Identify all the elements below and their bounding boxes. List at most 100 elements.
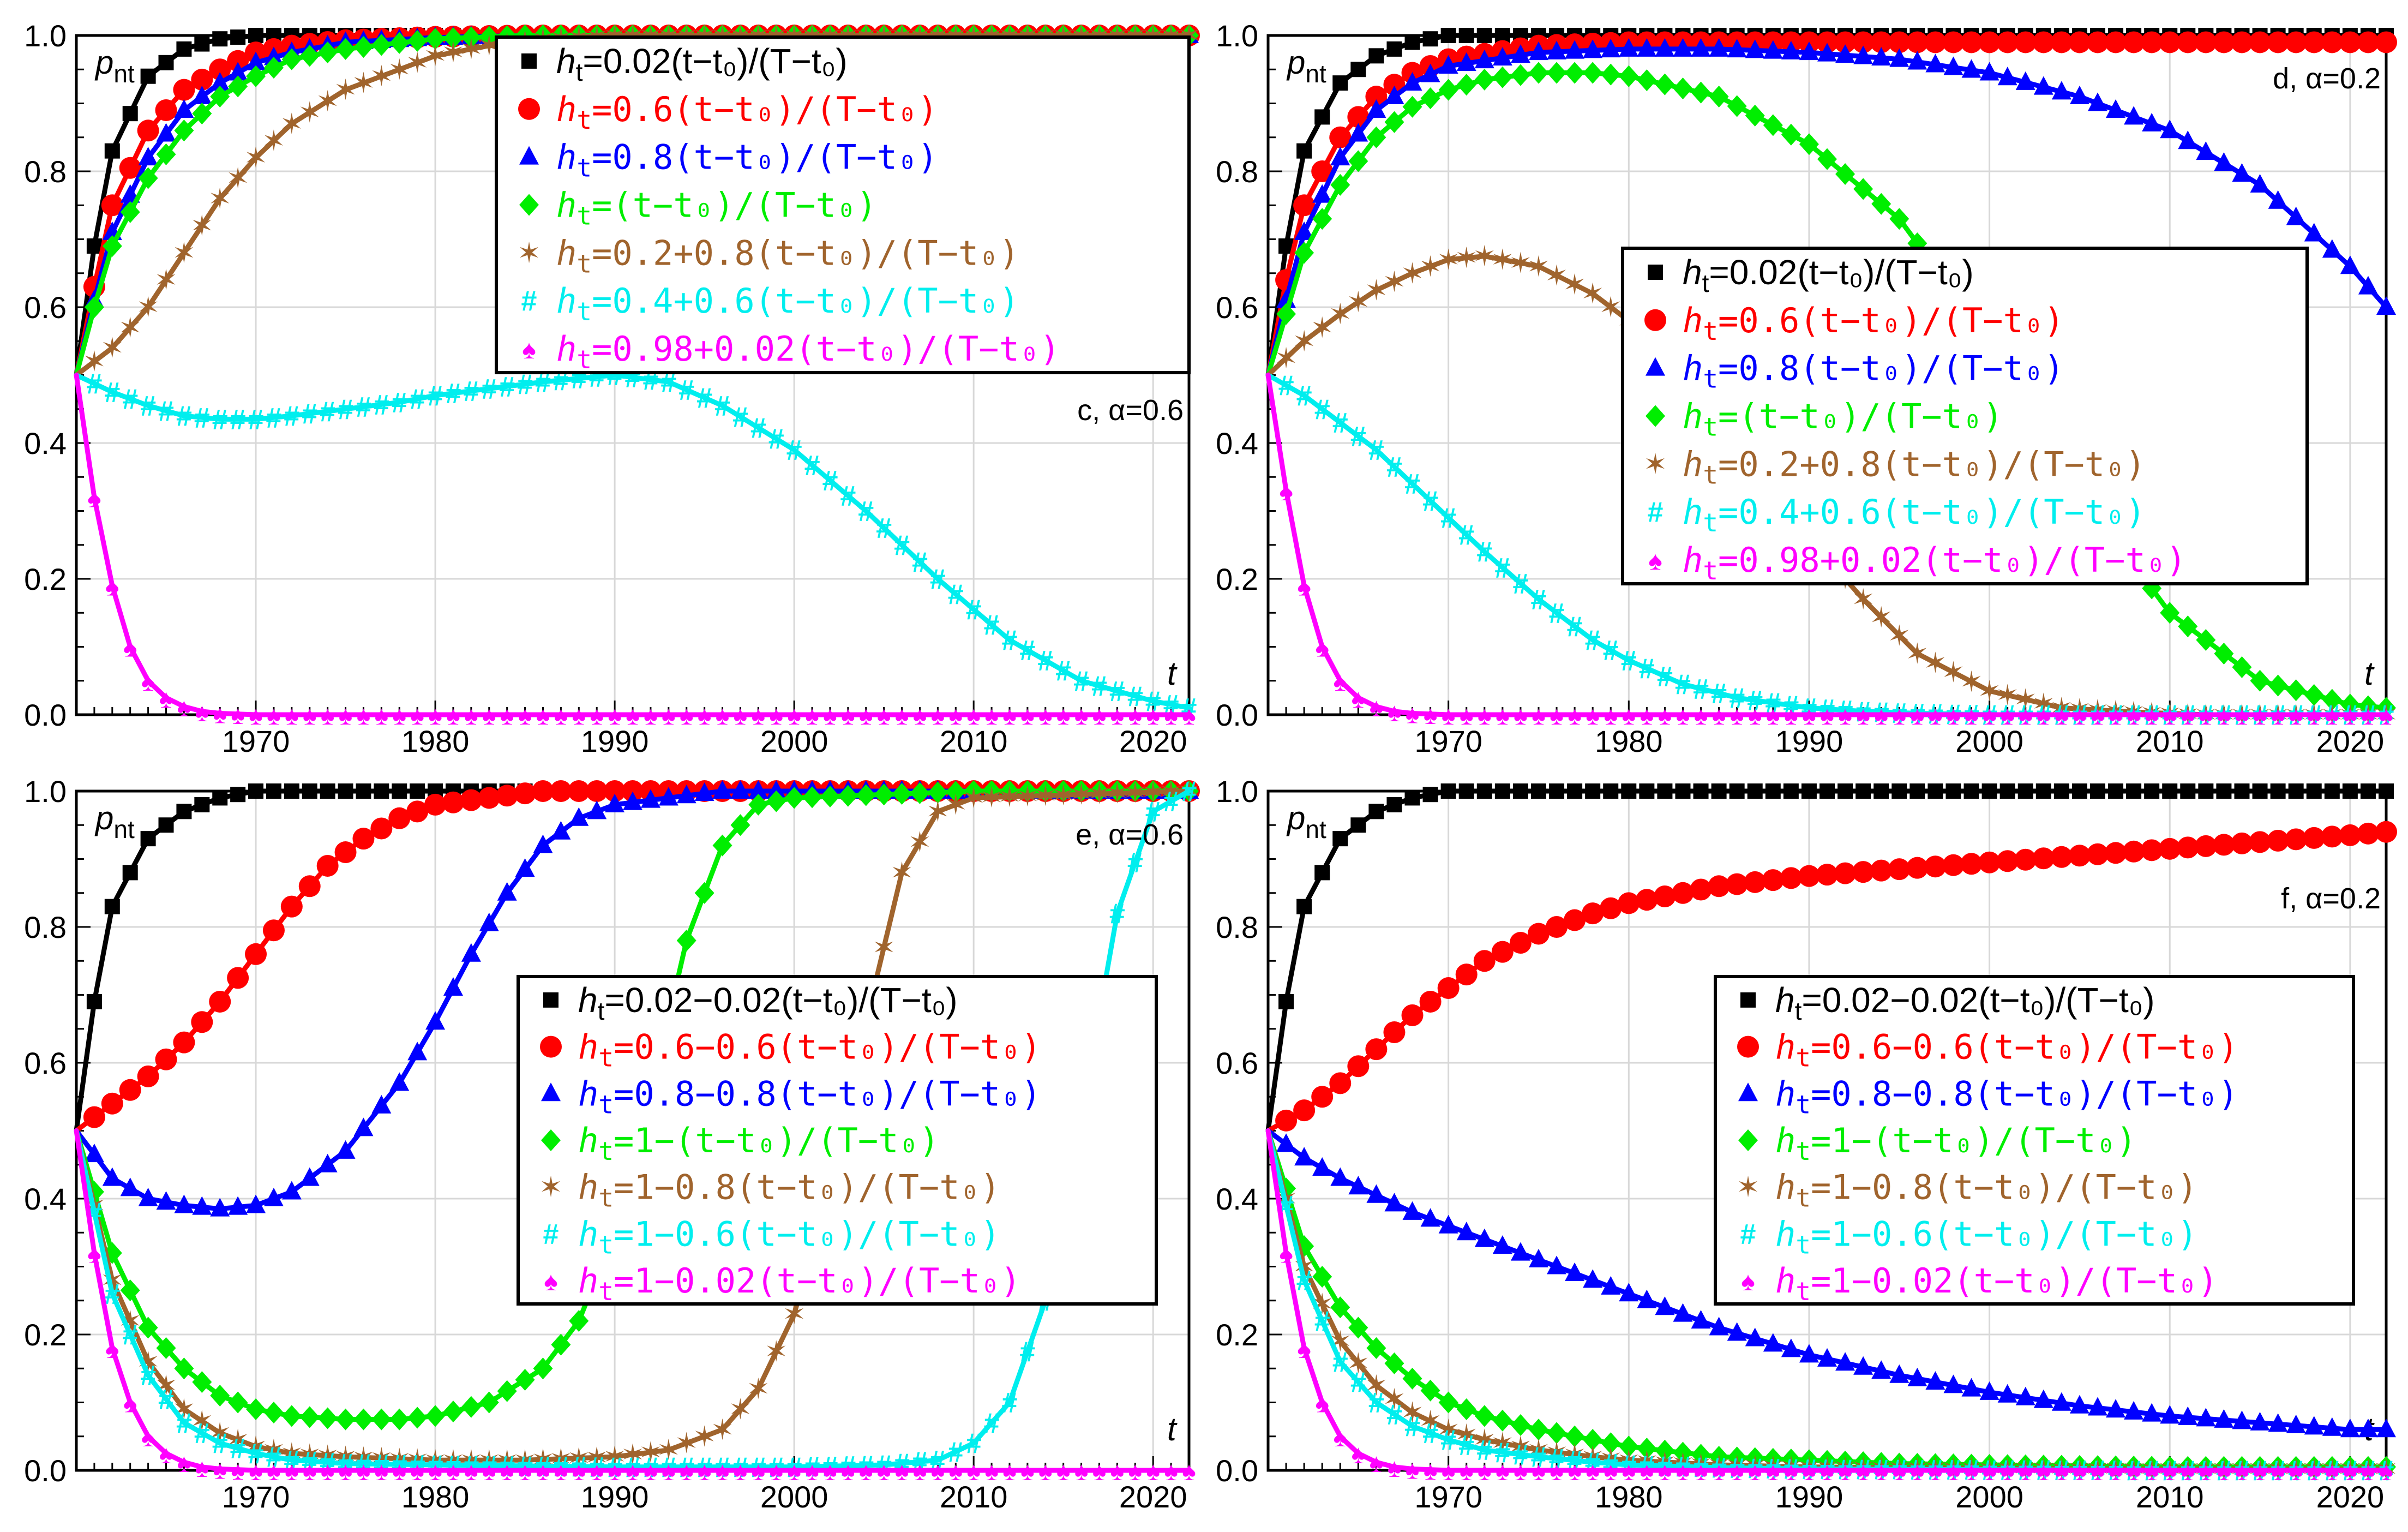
marker-square bbox=[1837, 783, 1853, 799]
marker-hash: # bbox=[1675, 1451, 1691, 1483]
marker-square bbox=[86, 994, 102, 1009]
marker-spade: ♠ bbox=[662, 702, 676, 731]
marker-triangle bbox=[210, 1198, 230, 1217]
marker-circle bbox=[1473, 950, 1496, 972]
marker-triangle bbox=[1853, 45, 1873, 64]
marker-hash: # bbox=[1494, 1437, 1510, 1469]
marker-spade: ♠ bbox=[1766, 702, 1780, 731]
legend-entry: ht=1−(t−t₀)/(T−t₀) bbox=[578, 1121, 939, 1166]
marker-spade: ♠ bbox=[285, 1457, 299, 1486]
marker-spade: ♠ bbox=[1514, 702, 1528, 731]
marker-hash: # bbox=[140, 1360, 156, 1392]
legend-h: h bbox=[1775, 1261, 1796, 1301]
marker-spade: ♠ bbox=[913, 702, 927, 731]
marker-hash: # bbox=[678, 1452, 694, 1483]
marker-star: ✶ bbox=[1906, 638, 1930, 670]
marker-circle bbox=[2249, 831, 2271, 853]
marker-diamond bbox=[299, 45, 320, 67]
marker-hash: # bbox=[1458, 1429, 1474, 1461]
series-5: ✶✶✶✶✶✶✶✶✶✶✶✶✶✶✶✶✶✶✶✶✶✶✶✶✶✶✶✶✶✶✶✶✶✶✶✶✶✶✶✶… bbox=[74, 776, 1201, 1476]
marker-spade: ♠ bbox=[1784, 1457, 1798, 1486]
marker-diamond bbox=[551, 1333, 571, 1356]
marker-square bbox=[2089, 783, 2105, 799]
marker-spade: ♠ bbox=[267, 1457, 281, 1486]
marker-triangle bbox=[2322, 1417, 2342, 1436]
legend-entry: ht=0.6(t−t₀)/(T−t₀) bbox=[1683, 301, 2064, 346]
marker-triangle bbox=[1673, 38, 1693, 57]
legend-h: h bbox=[556, 329, 577, 369]
marker-spade: ♠ bbox=[590, 1457, 604, 1486]
marker-star: ✶ bbox=[890, 857, 914, 889]
legend-entry: ht=0.8(t−t₀)/(T−t₀) bbox=[556, 137, 938, 183]
marker-spade: ♠ bbox=[1550, 702, 1564, 731]
marker-spade: ♠ bbox=[303, 1457, 317, 1486]
legend-formula: =0.02(t−t₀)/(T−t₀) bbox=[583, 41, 847, 81]
marker-circle bbox=[1737, 1036, 1759, 1058]
marker-star: ✶ bbox=[517, 237, 541, 269]
marker-diamond bbox=[1565, 1425, 1585, 1447]
marker-hash: # bbox=[543, 1218, 559, 1250]
marker-hash: # bbox=[1368, 434, 1384, 466]
marker-spade: ♠ bbox=[1730, 1457, 1744, 1486]
legend-sub-t: t bbox=[598, 1043, 614, 1073]
legend-h: h bbox=[1683, 397, 1703, 436]
marker-triangle bbox=[1763, 1333, 1783, 1352]
y-tick-label: 0.8 bbox=[1216, 154, 1258, 189]
marker-triangle bbox=[407, 1042, 428, 1061]
marker-square bbox=[2017, 783, 2033, 799]
marker-triangle bbox=[479, 912, 499, 931]
marker-circle bbox=[518, 98, 540, 120]
marker-diamond bbox=[748, 793, 768, 816]
marker-triangle bbox=[1691, 1310, 1711, 1329]
marker-star: ✶ bbox=[1292, 326, 1316, 357]
marker-hash: # bbox=[571, 1451, 587, 1483]
marker-triangle bbox=[605, 793, 625, 812]
marker-star: ✶ bbox=[675, 1428, 699, 1459]
marker-triangle bbox=[1727, 1322, 1747, 1341]
marker-triangle bbox=[1294, 1147, 1314, 1166]
marker-square bbox=[176, 41, 192, 57]
panel-tag: c, α=0.6 bbox=[1077, 394, 1184, 427]
marker-circle bbox=[1996, 850, 2019, 872]
marker-spade: ♠ bbox=[2271, 1457, 2285, 1486]
marker-triangle bbox=[1655, 38, 1675, 57]
marker-spade: ♠ bbox=[554, 702, 568, 731]
marker-star: ✶ bbox=[1310, 312, 1334, 344]
marker-spade: ♠ bbox=[357, 1457, 371, 1486]
marker-hash: # bbox=[463, 1450, 479, 1482]
marker-hash: # bbox=[786, 1452, 802, 1483]
marker-spade: ♠ bbox=[554, 1457, 568, 1486]
marker-circle bbox=[604, 780, 626, 802]
marker-square bbox=[1675, 783, 1691, 799]
marker-star: ✶ bbox=[747, 1374, 771, 1405]
marker-diamond bbox=[192, 103, 212, 125]
marker-spade: ♠ bbox=[913, 1457, 927, 1486]
legend-entry: ht=1−0.8(t−t₀)/(T−t₀) bbox=[578, 1168, 1000, 1213]
marker-star: ✶ bbox=[244, 1431, 268, 1463]
marker-spade: ♠ bbox=[2145, 702, 2159, 731]
marker-spade: ♠ bbox=[2091, 702, 2105, 731]
marker-spade: ♠ bbox=[1568, 1457, 1582, 1486]
marker-circle bbox=[2159, 837, 2181, 860]
marker-circle bbox=[137, 1065, 159, 1087]
legend-sub-t: t bbox=[598, 1090, 614, 1119]
marker-star: ✶ bbox=[1545, 260, 1569, 292]
marker-hash: # bbox=[266, 402, 281, 434]
series-1 bbox=[1265, 783, 2394, 1133]
marker-star: ✶ bbox=[908, 827, 932, 858]
marker-hash: # bbox=[1386, 1399, 1402, 1431]
marker-circle bbox=[388, 807, 411, 829]
marker-spade: ♠ bbox=[1874, 1457, 1888, 1486]
marker-circle bbox=[2123, 840, 2145, 863]
marker-hash: # bbox=[1296, 380, 1312, 412]
marker-triangle bbox=[1835, 44, 1855, 63]
marker-circle bbox=[245, 943, 267, 965]
marker-spade: ♠ bbox=[1442, 1457, 1456, 1486]
marker-spade: ♠ bbox=[428, 1457, 442, 1486]
series-line bbox=[74, 788, 1192, 1463]
marker-circle bbox=[540, 1036, 562, 1058]
marker-spade: ♠ bbox=[1965, 702, 1979, 731]
marker-hash: # bbox=[912, 1446, 928, 1478]
y-tick-label: 0.4 bbox=[24, 426, 67, 460]
marker-spade: ♠ bbox=[2145, 1457, 2159, 1486]
